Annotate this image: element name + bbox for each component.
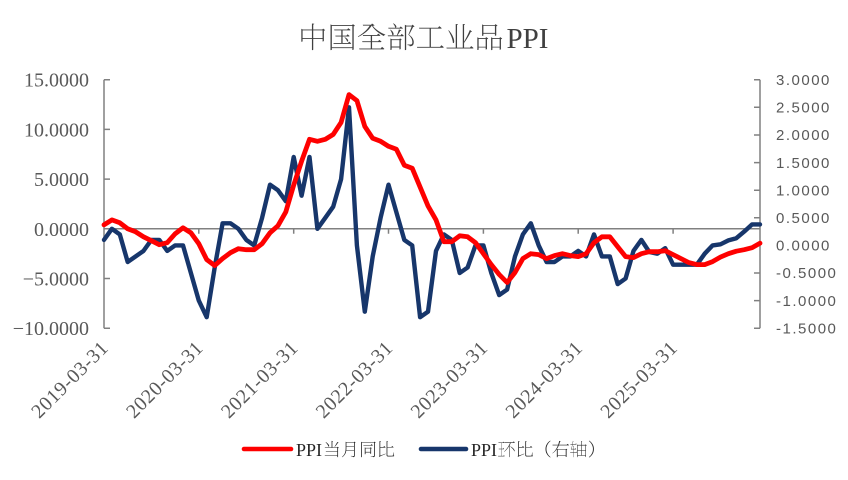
svg-text:2.0000: 2.0000 [776, 127, 831, 144]
svg-text:1.5000: 1.5000 [776, 155, 831, 172]
svg-text:−5.0000: −5.0000 [23, 269, 89, 291]
svg-text:0.0000: 0.0000 [34, 219, 89, 241]
svg-text:-1.5000: -1.5000 [776, 320, 837, 337]
svg-text:5.0000: 5.0000 [34, 169, 89, 191]
svg-text:3.0000: 3.0000 [776, 72, 831, 89]
svg-text:PPI: PPI [507, 23, 549, 55]
svg-text:-1.0000: -1.0000 [776, 293, 837, 310]
svg-text:PPI: PPI [296, 440, 322, 460]
svg-text:-0.5000: -0.5000 [776, 265, 837, 282]
svg-text:0.5000: 0.5000 [776, 210, 831, 227]
svg-text:2.5000: 2.5000 [776, 100, 831, 117]
svg-text:PPI: PPI [471, 440, 497, 460]
svg-text:0.0000: 0.0000 [776, 238, 831, 255]
svg-text:15.0000: 15.0000 [24, 70, 89, 92]
svg-text:1.0000: 1.0000 [776, 182, 831, 199]
svg-text:10.0000: 10.0000 [24, 119, 89, 141]
svg-text:−10.0000: −10.0000 [13, 318, 89, 340]
